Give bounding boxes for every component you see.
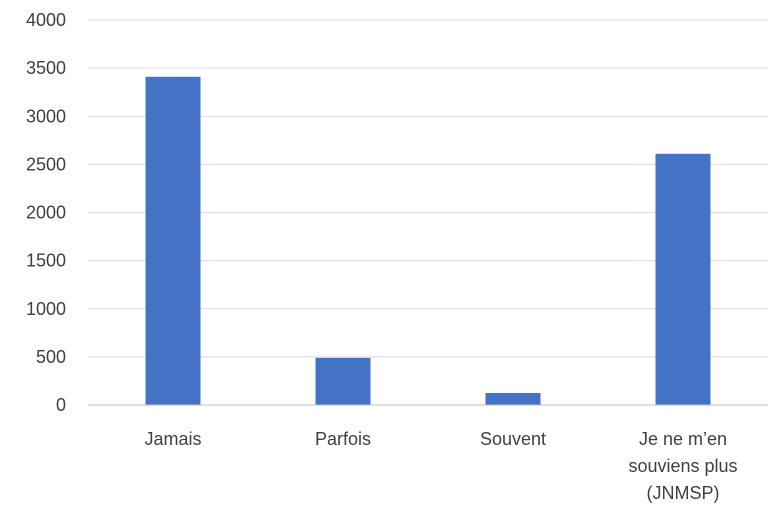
x-category-label-line: souviens plus [628, 456, 737, 476]
y-tick-label: 3500 [26, 58, 66, 78]
bars [145, 76, 711, 405]
y-axis-tick-labels: 0 500 1000 1500 2000 2500 3000 3500 4000 [26, 10, 66, 415]
y-tick-label: 500 [36, 347, 66, 367]
x-category-label: Je ne m’en souviens plus (JNMSP) [628, 429, 737, 503]
y-tick-label: 2500 [26, 154, 66, 174]
x-category-label: Jamais [144, 429, 201, 449]
bar-1 [145, 76, 201, 405]
y-tick-label: 2000 [26, 203, 66, 223]
y-tick-label: 1000 [26, 299, 66, 319]
x-category-label-line: Parfois [315, 429, 371, 449]
bar-4 [655, 153, 711, 405]
bar-2 [315, 357, 371, 405]
bar-3 [485, 392, 541, 405]
x-category-label-line: Je ne m’en [639, 429, 727, 449]
x-category-label: Parfois [315, 429, 371, 449]
x-axis-category-labels: Jamais Parfois Souvent Je ne m’en souviens p… [144, 429, 737, 503]
y-tick-label: 1500 [26, 251, 66, 271]
x-category-label-line: (JNMSP) [647, 483, 720, 503]
y-tick-label: 4000 [26, 10, 66, 30]
gridlines [88, 19, 768, 358]
x-category-label-line: Jamais [144, 429, 201, 449]
y-tick-label: 0 [56, 395, 66, 415]
x-category-label: Souvent [480, 429, 546, 449]
x-category-label-line: Souvent [480, 429, 546, 449]
y-tick-label: 3000 [26, 106, 66, 126]
